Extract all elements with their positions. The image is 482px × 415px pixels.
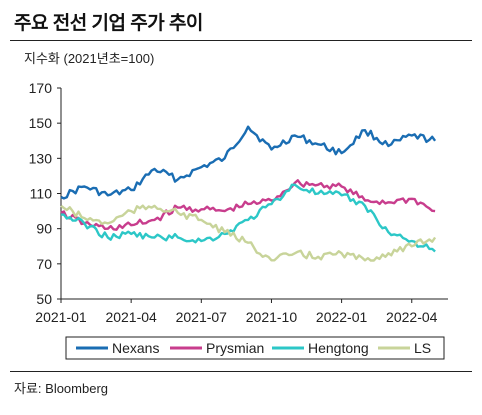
series-line-ls xyxy=(60,204,437,262)
chart-series xyxy=(60,125,437,262)
x-tick-label: 2022-01 xyxy=(316,309,368,325)
x-tick-label: 2022-04 xyxy=(386,309,438,325)
series-line-prysmian xyxy=(60,179,436,231)
legend-label: Nexans xyxy=(112,340,159,356)
y-tick-label: 90 xyxy=(36,221,52,237)
source-note: 자료: Bloomberg xyxy=(14,381,109,396)
chart-legend: Nexans Prysmian Hengtong LS xyxy=(65,336,445,360)
bottom-divider xyxy=(10,371,472,372)
chart-axes: 170 150 130 110 90 70 50 2021-01 2021-04 2021-07 2… xyxy=(29,80,448,325)
y-tick-label: 150 xyxy=(29,115,53,131)
y-tick-label: 170 xyxy=(29,80,53,96)
y-tick-label: 50 xyxy=(36,291,52,307)
title-divider xyxy=(10,40,472,41)
series-line-nexans xyxy=(60,125,437,200)
x-tick-label: 2021-04 xyxy=(105,309,157,325)
x-tick-label: 2021-10 xyxy=(246,309,298,325)
chart-title: 주요 전선 기업 주가 추이 xyxy=(14,13,203,34)
x-tick-label: 2021-07 xyxy=(176,309,228,325)
x-tick-label: 2021-01 xyxy=(35,309,87,325)
y-tick-label: 130 xyxy=(29,150,53,166)
legend-label: Prysmian xyxy=(206,340,264,356)
legend-label: Hengtong xyxy=(308,340,369,356)
y-tick-label: 70 xyxy=(36,256,52,272)
legend-box xyxy=(65,336,445,360)
legend-label: LS xyxy=(414,340,431,356)
y-tick-label: 110 xyxy=(30,186,53,202)
unit-label: 지수화 (2021년초=100) xyxy=(24,51,155,66)
series-line-hengtong xyxy=(60,183,436,253)
